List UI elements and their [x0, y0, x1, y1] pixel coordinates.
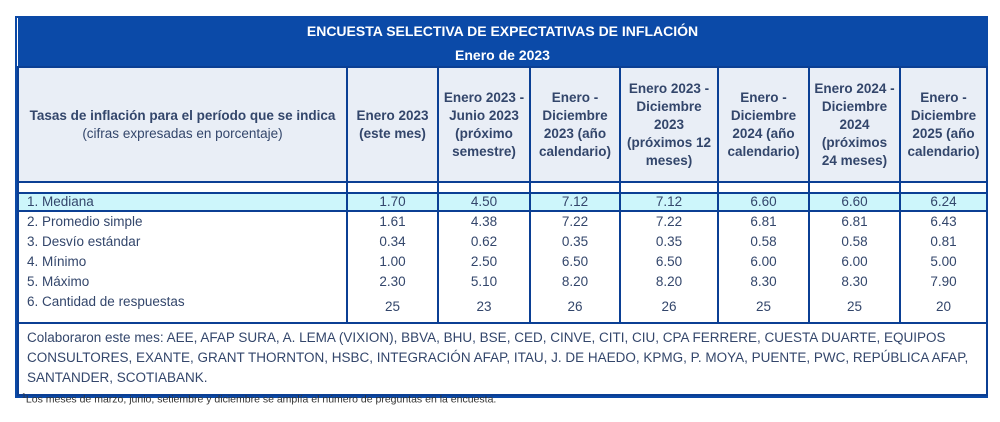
header-col: Enero - Diciembre 2025 (año calendario) [899, 66, 988, 183]
table-title: ENCUESTA SELECTIVA DE EXPECTATIVAS DE IN… [306, 23, 699, 39]
cell: 4.50 [437, 192, 531, 212]
cell: 0.34 [346, 232, 439, 252]
cell: 8.20 [619, 272, 719, 292]
cell: 6.60 [717, 192, 810, 212]
cell: 26 [619, 292, 719, 324]
header-sublabel: (cifras expresadas en porcentaje) [82, 125, 283, 141]
cell: 6.50 [619, 252, 719, 272]
table-row: 3. Desvío estándar 0.34 0.62 0.35 0.35 0… [17, 232, 988, 252]
cell: 0.35 [619, 232, 719, 252]
header-col: Enero - Diciembre 2023 (año calendario) [529, 66, 621, 183]
row-label: 4. Mínimo [17, 252, 348, 272]
cell: 5.10 [437, 272, 531, 292]
cell: 0.58 [808, 232, 901, 252]
cell: 0.62 [437, 232, 531, 252]
cell: 4.38 [437, 211, 531, 232]
cell: 7.90 [899, 272, 988, 292]
cell: 6.24 [899, 192, 988, 212]
cell: 6.50 [529, 252, 621, 272]
cell: 8.30 [717, 272, 810, 292]
cell: 6.60 [808, 192, 901, 212]
collaborators-text: Colaboraron este mes: AEE, AFAP SURA, A.… [17, 322, 988, 396]
cell: 6.00 [717, 252, 810, 272]
header-col: Enero 2023 (este mes) [346, 66, 439, 183]
table-row: 5. Máximo 2.30 5.10 8.20 8.20 8.30 8.30 … [17, 272, 988, 292]
header-col: Enero 2023 - Junio 2023 (próximo semestr… [437, 66, 531, 183]
cell: 8.30 [808, 272, 901, 292]
header-col: Enero 2023 - Diciembre 2023 (próximos 12… [619, 66, 719, 183]
cell: 8.20 [529, 272, 621, 292]
table-row: 6. Cantidad de respuestas 25 23 26 26 25… [17, 292, 988, 324]
cell: 1.70 [346, 192, 439, 212]
table-row: 2. Promedio simple 1.61 4.38 7.22 7.22 6… [17, 211, 988, 232]
cell: 25 [717, 292, 810, 324]
cell: 6.00 [808, 252, 901, 272]
cell: 7.22 [619, 211, 719, 232]
spacer-row [17, 181, 988, 194]
row-label: 6. Cantidad de respuestas [17, 292, 348, 324]
cell: 7.12 [529, 192, 621, 212]
row-label: 2. Promedio simple [17, 211, 348, 232]
cell: 6.81 [717, 211, 810, 232]
row-label: 5. Máximo [17, 272, 348, 292]
cell: 0.35 [529, 232, 621, 252]
header-row: Tasas de inflación para el período que s… [17, 66, 988, 183]
footnote-mark: 1 [22, 393, 26, 400]
cell: 23 [437, 292, 531, 324]
cell: 2.50 [437, 252, 531, 272]
cell: 0.81 [899, 232, 988, 252]
table-row-mediana: 1. Mediana 1.70 4.50 7.12 7.12 6.60 6.60… [17, 192, 988, 212]
inflation-expectations-table: ENCUESTA SELECTIVA DE EXPECTATIVAS DE IN… [15, 16, 988, 398]
row-label: 3. Desvío estándar [17, 232, 348, 252]
cell: 6.43 [899, 211, 988, 232]
cell: 1.61 [346, 211, 439, 232]
header-period-label: Tasas de inflación para el período que s… [17, 66, 348, 183]
header-col: Enero 2024 - Diciembre 2024 (próximos 24… [808, 66, 901, 183]
footnote: 1Los meses de marzo, junio, setiembre y … [22, 393, 496, 406]
cell: 0.58 [717, 232, 810, 252]
cell: 25 [808, 292, 901, 324]
cell: 5.00 [899, 252, 988, 272]
collaborators-row: Colaboraron este mes: AEE, AFAP SURA, A.… [17, 322, 988, 396]
cell: 6.81 [808, 211, 901, 232]
row-label: 1. Mediana [17, 192, 348, 212]
cell: 7.22 [529, 211, 621, 232]
cell: 7.12 [619, 192, 719, 212]
cell: 26 [529, 292, 621, 324]
cell: 25 [346, 292, 439, 324]
table-row: 4. Mínimo 1.00 2.50 6.50 6.50 6.00 6.00 … [17, 252, 988, 272]
header-label: Tasas de inflación para el período que s… [29, 107, 336, 123]
cell: 20 [899, 292, 988, 324]
header-col: Enero - Diciembre 2024 (año calendario) [717, 66, 810, 183]
cell: 1.00 [346, 252, 439, 272]
table-subtitle: Enero de 2023 [455, 47, 550, 63]
footnote-text: Los meses de marzo, junio, setiembre y d… [25, 393, 497, 406]
cell: 2.30 [346, 272, 439, 292]
